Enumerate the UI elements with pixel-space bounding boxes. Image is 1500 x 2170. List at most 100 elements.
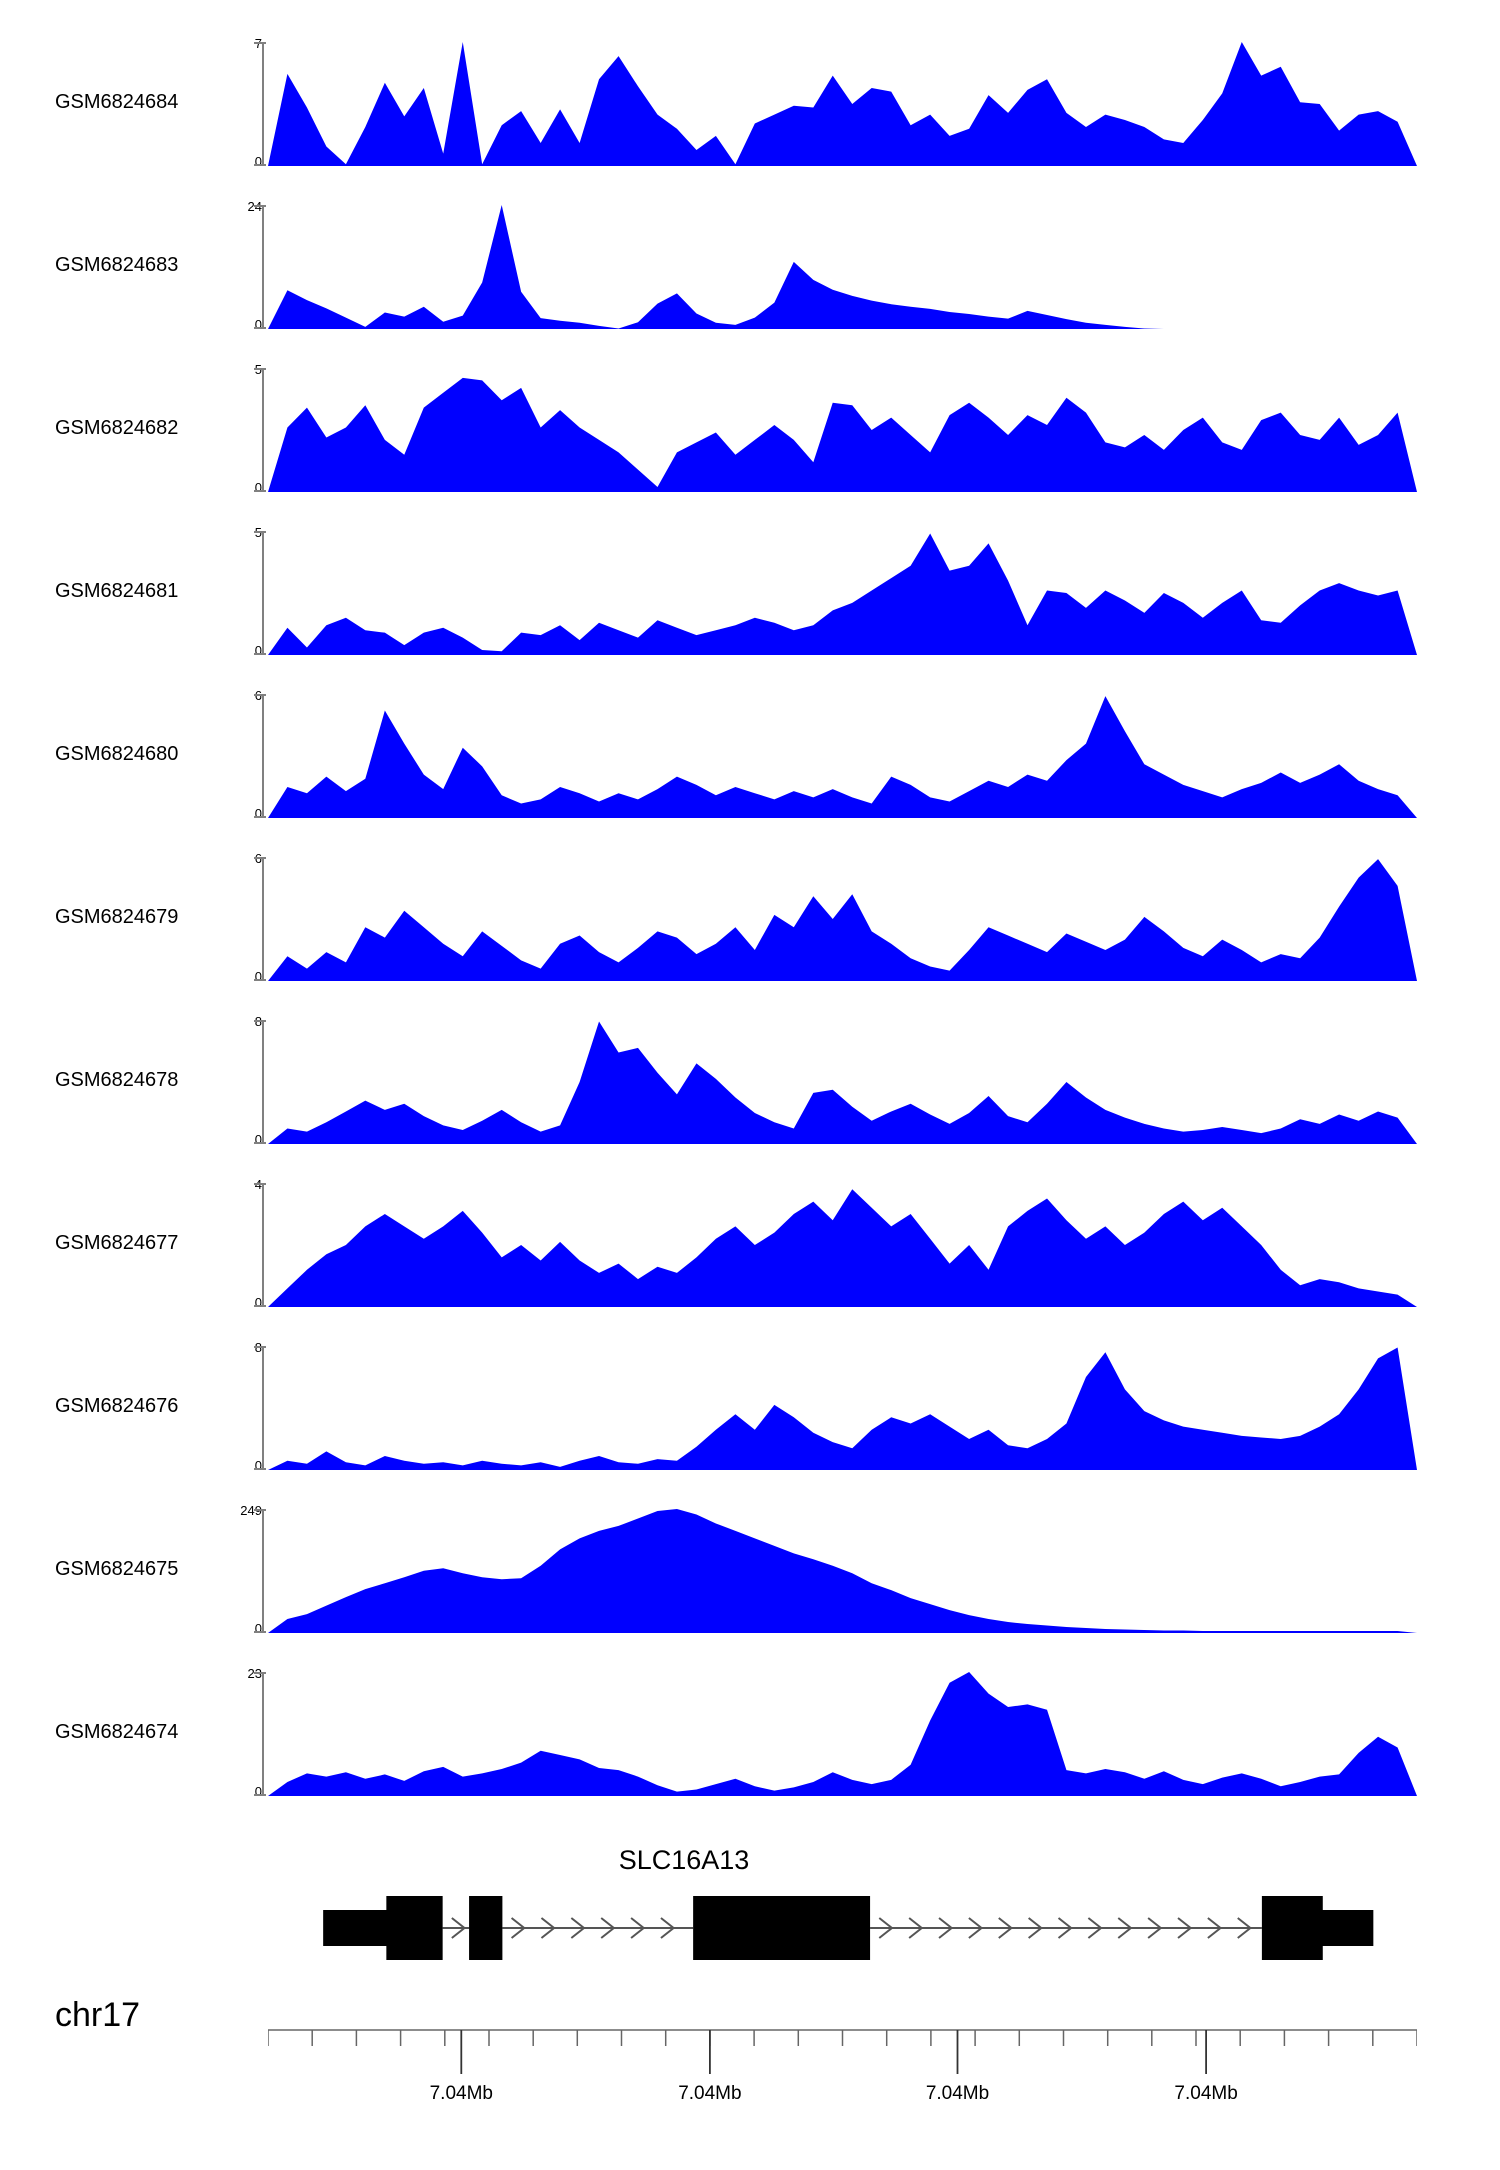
coverage-area-path — [268, 1509, 1417, 1633]
intron-direction-arrow — [1148, 1918, 1161, 1938]
coverage-track: GSM6824677 4 0 — [0, 1178, 1500, 1310]
yaxis-tick-top — [254, 1346, 266, 1348]
intron-direction-arrow — [452, 1918, 465, 1938]
gene-name-text: SLC16A13 — [618, 1845, 750, 1875]
yaxis-tick-bottom — [254, 1468, 266, 1470]
coverage-area-svg — [268, 42, 1417, 166]
yaxis-bracket — [254, 531, 266, 655]
axis-tick-label: 7.04Mb — [926, 2083, 989, 2104]
coverage-track: GSM6824681 5 0 — [0, 526, 1500, 657]
coverage-track: GSM6824680 6 0 — [0, 689, 1500, 820]
yaxis-min-label: 0 — [254, 317, 262, 332]
coverage-area-svg — [268, 205, 1417, 329]
intron-direction-arrow — [512, 1918, 525, 1938]
yaxis-tick-bottom — [254, 816, 266, 818]
intron-direction-arrow — [879, 1918, 892, 1938]
yaxis-bracket — [254, 205, 266, 329]
yaxis-tick-top — [254, 531, 266, 533]
coverage-area-path — [268, 533, 1417, 655]
yaxis-bracket — [254, 368, 266, 492]
track-sample-label: GSM6824679 — [55, 906, 179, 928]
coverage-track: GSM6824676 8 0 — [0, 1341, 1500, 1472]
yaxis-tick-top — [254, 1509, 266, 1511]
coverage-area-svg — [268, 1021, 1417, 1144]
yaxis-tick-bottom — [254, 653, 266, 655]
yaxis-tick-top — [254, 205, 266, 207]
intron-direction-arrow — [1029, 1918, 1042, 1938]
track-sample-label: GSM6824684 — [55, 91, 179, 113]
yaxis-min-label: 0 — [254, 154, 262, 169]
track-sample-label: GSM6824677 — [55, 1232, 179, 1254]
track-yaxis-labels: 23 0 — [228, 1667, 262, 1799]
coverage-area-path — [268, 42, 1417, 166]
yaxis-tick-top — [254, 857, 266, 859]
coverage-plot-area — [268, 1509, 1417, 1633]
coverage-plot-area — [268, 42, 1417, 166]
track-yaxis-labels: 24 0 — [228, 200, 262, 332]
axis-tick-label: 7.04Mb — [1174, 2083, 1237, 2104]
yaxis-min-label: 0 — [254, 1621, 262, 1636]
intron-direction-arrow — [939, 1918, 952, 1938]
yaxis-min-label: 0 — [254, 1132, 262, 1147]
coverage-plot-area — [268, 205, 1417, 329]
coverage-plot-area — [268, 1672, 1417, 1796]
yaxis-tick-top — [254, 1020, 266, 1022]
yaxis-bracket — [254, 1672, 266, 1796]
yaxis-tick-bottom — [254, 1794, 266, 1796]
coverage-plot-area — [268, 694, 1417, 818]
intron-direction-arrow — [999, 1918, 1012, 1938]
yaxis-tick-top — [254, 1183, 266, 1185]
coverage-track: GSM6824683 24 0 — [0, 200, 1500, 332]
yaxis-tick-bottom — [254, 327, 266, 329]
coverage-area-svg — [268, 696, 1417, 818]
yaxis-min-label: 0 — [254, 480, 262, 495]
yaxis-bracket — [254, 694, 266, 818]
coverage-area-path — [268, 1347, 1417, 1470]
yaxis-tick-bottom — [254, 164, 266, 166]
yaxis-bracket — [254, 1346, 266, 1470]
coverage-area-path — [268, 1672, 1417, 1796]
intron-direction-arrow — [601, 1918, 614, 1938]
track-sample-label: GSM6824674 — [55, 1721, 179, 1743]
coverage-area-svg — [268, 377, 1417, 492]
yaxis-bracket — [254, 1020, 266, 1144]
coverage-area-svg — [268, 1509, 1417, 1633]
gene-name-label: SLC16A13 — [0, 1845, 1500, 1876]
exon-box — [1304, 1910, 1374, 1946]
intron-direction-arrow — [1238, 1918, 1251, 1938]
track-sample-label: GSM6824675 — [55, 1558, 179, 1580]
intron-direction-arrow — [541, 1918, 554, 1938]
coverage-track: GSM6824674 23 0 — [0, 1667, 1500, 1799]
intron-direction-arrow — [909, 1918, 922, 1938]
intron-direction-arrow — [631, 1918, 644, 1938]
intron-direction-arrow — [1088, 1918, 1101, 1938]
chromosome-label: chr17 — [55, 1996, 141, 2034]
coverage-area-svg — [268, 1672, 1417, 1796]
gene-model-svg — [323, 1896, 1374, 1960]
intron-direction-arrow — [969, 1918, 982, 1938]
track-sample-label: GSM6824676 — [55, 1395, 179, 1417]
gene-model-graphic — [268, 1883, 1417, 1973]
intron-direction-arrow — [661, 1918, 674, 1938]
coverage-area-path — [268, 696, 1417, 818]
exon-box — [386, 1896, 443, 1960]
track-sample-label: GSM6824683 — [55, 254, 179, 276]
yaxis-min-label: 0 — [254, 1784, 262, 1799]
yaxis-tick-top — [254, 42, 266, 44]
coverage-area-svg — [268, 533, 1417, 655]
track-sample-label: GSM6824681 — [55, 580, 179, 602]
coverage-plot-area — [268, 1020, 1417, 1144]
yaxis-min-label: 0 — [254, 1295, 262, 1310]
coverage-area-path — [268, 205, 1417, 329]
coverage-plot-area — [268, 1183, 1417, 1307]
track-sample-label: GSM6824678 — [55, 1069, 179, 1091]
yaxis-tick-top — [254, 694, 266, 696]
yaxis-bracket — [254, 42, 266, 166]
yaxis-tick-bottom — [254, 490, 266, 492]
